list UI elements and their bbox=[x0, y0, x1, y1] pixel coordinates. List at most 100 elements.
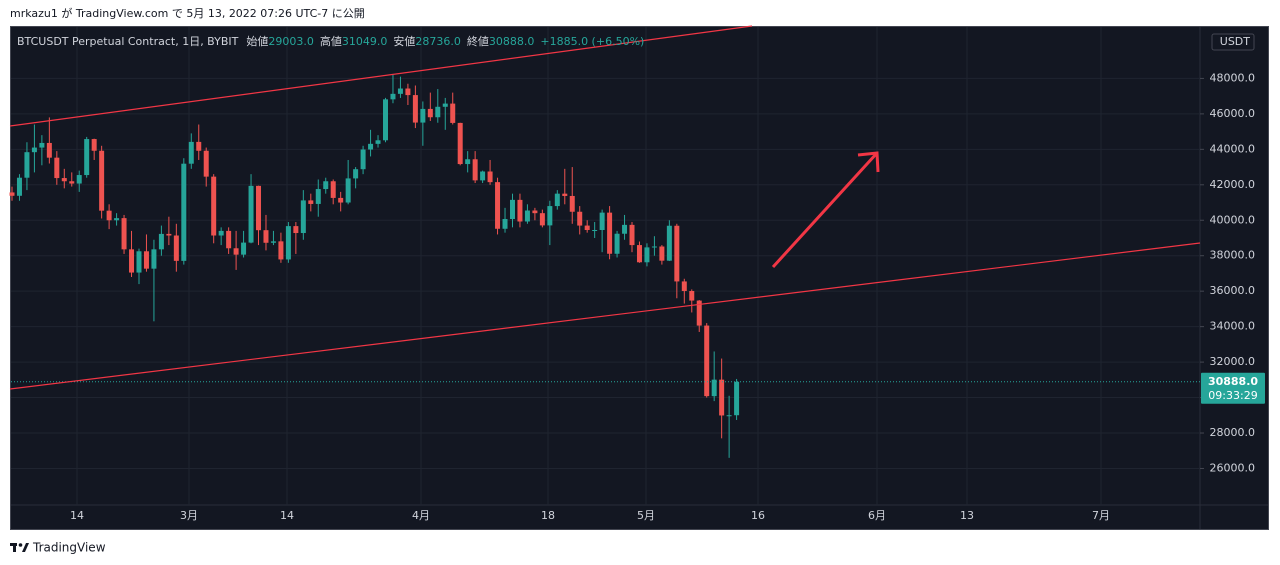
candle-body bbox=[84, 139, 90, 176]
candle-body bbox=[509, 199, 515, 220]
candle-body bbox=[711, 379, 717, 397]
candle-body bbox=[99, 150, 105, 211]
candle-body bbox=[300, 200, 306, 234]
x-tick-label: 4月 bbox=[412, 509, 430, 522]
candle-body bbox=[539, 213, 545, 226]
symbol: BTCUSDT Perpetual Contract, 1日, BYBIT bbox=[17, 35, 239, 48]
candle-body bbox=[412, 95, 418, 123]
candle-body bbox=[562, 193, 568, 196]
y-tick-label: 46000.0 bbox=[1210, 107, 1256, 120]
candle-body bbox=[143, 251, 149, 269]
candle-body bbox=[368, 143, 374, 150]
y-tick-label: 42000.0 bbox=[1210, 178, 1256, 191]
candle-body bbox=[465, 159, 471, 165]
candle-body bbox=[136, 251, 142, 273]
y-tick-label: 44000.0 bbox=[1210, 142, 1256, 155]
x-tick-label: 7月 bbox=[1092, 509, 1110, 522]
x-tick-label: 14 bbox=[70, 509, 84, 522]
candle-body bbox=[293, 226, 299, 234]
candle-body bbox=[592, 230, 598, 232]
candle-body bbox=[114, 218, 120, 221]
candle-body bbox=[196, 141, 202, 151]
candle-body bbox=[323, 181, 329, 190]
candle-body bbox=[360, 149, 366, 170]
legend-field-label: 高値 bbox=[320, 34, 342, 48]
candle-body bbox=[91, 139, 97, 151]
candle-body bbox=[480, 171, 486, 181]
candle-body bbox=[173, 235, 179, 261]
candle-body bbox=[405, 88, 411, 96]
candle-body bbox=[644, 247, 650, 263]
candle-body bbox=[524, 210, 530, 222]
x-tick-label: 6月 bbox=[868, 509, 886, 522]
candle-body bbox=[24, 152, 30, 178]
candle-body bbox=[629, 224, 635, 246]
candle-body bbox=[248, 185, 254, 243]
x-tick-label: 5月 bbox=[637, 509, 655, 522]
candle-body bbox=[16, 177, 22, 196]
candle-body bbox=[278, 241, 284, 260]
countdown: 09:33:29 bbox=[1208, 389, 1257, 402]
y-tick-label: 40000.0 bbox=[1210, 213, 1256, 226]
candle-body bbox=[256, 185, 262, 231]
legend-change: +1885.0 (+6.50%) bbox=[540, 35, 644, 48]
candle-body bbox=[689, 290, 695, 301]
candle-body bbox=[383, 99, 388, 141]
y-tick-label: 28000.0 bbox=[1210, 426, 1256, 439]
candle-body bbox=[554, 193, 560, 207]
legend-field-value: 29003.0 bbox=[268, 35, 314, 48]
candle-body bbox=[502, 219, 508, 229]
candle-body bbox=[76, 175, 82, 184]
candle-body bbox=[308, 200, 314, 204]
currency-box bbox=[1211, 33, 1255, 51]
candle-body bbox=[681, 281, 687, 291]
candle-body bbox=[129, 249, 135, 273]
candle-body bbox=[345, 178, 351, 203]
candle-body bbox=[315, 189, 321, 204]
candle-body bbox=[54, 157, 60, 179]
candle-body bbox=[375, 140, 381, 144]
legend-field-label: 終値 bbox=[467, 34, 489, 48]
legend-field-label: 始値 bbox=[246, 34, 268, 48]
candle-body bbox=[607, 212, 613, 254]
x-tick-label: 13 bbox=[960, 509, 974, 522]
candle-body bbox=[427, 108, 433, 118]
candle-body bbox=[457, 122, 463, 165]
footer-brand: TradingView bbox=[32, 541, 106, 555]
last-price-box bbox=[1201, 372, 1265, 404]
arrow-head bbox=[857, 151, 880, 173]
candle-body bbox=[450, 103, 456, 123]
y-tick-label: 36000.0 bbox=[1210, 284, 1256, 297]
candle-body bbox=[614, 233, 620, 254]
candle-body bbox=[270, 241, 276, 243]
candle-body bbox=[517, 199, 523, 222]
candle-body bbox=[487, 171, 493, 183]
candle-body bbox=[330, 181, 336, 198]
candle-body bbox=[390, 93, 396, 100]
arrow-shaft bbox=[771, 151, 879, 269]
candle-body bbox=[636, 245, 642, 263]
candle-body bbox=[577, 211, 583, 226]
y-tick-label: 34000.0 bbox=[1210, 320, 1256, 333]
candle-body bbox=[61, 178, 67, 182]
candle-body bbox=[719, 379, 725, 416]
candle-body bbox=[241, 242, 247, 255]
trend-line-upper bbox=[9, 25, 753, 127]
legend-field-value: 31049.0 bbox=[342, 35, 388, 48]
candle-body bbox=[420, 108, 426, 123]
candle-body bbox=[233, 248, 239, 255]
candle-body bbox=[442, 103, 448, 107]
candle-body bbox=[659, 246, 665, 261]
candle-body bbox=[704, 325, 710, 397]
candle-body bbox=[472, 159, 478, 181]
candle-body bbox=[353, 169, 359, 179]
candle-body bbox=[435, 106, 441, 118]
candle-body bbox=[532, 210, 538, 214]
x-tick-label: 14 bbox=[280, 509, 294, 522]
legend-field-value: 30888.0 bbox=[489, 35, 535, 48]
last-price-label: 30888.0 bbox=[1208, 375, 1258, 388]
candle-body bbox=[151, 249, 157, 269]
candle-body bbox=[734, 381, 740, 416]
candle-body bbox=[599, 212, 605, 231]
candle-body bbox=[188, 141, 194, 164]
